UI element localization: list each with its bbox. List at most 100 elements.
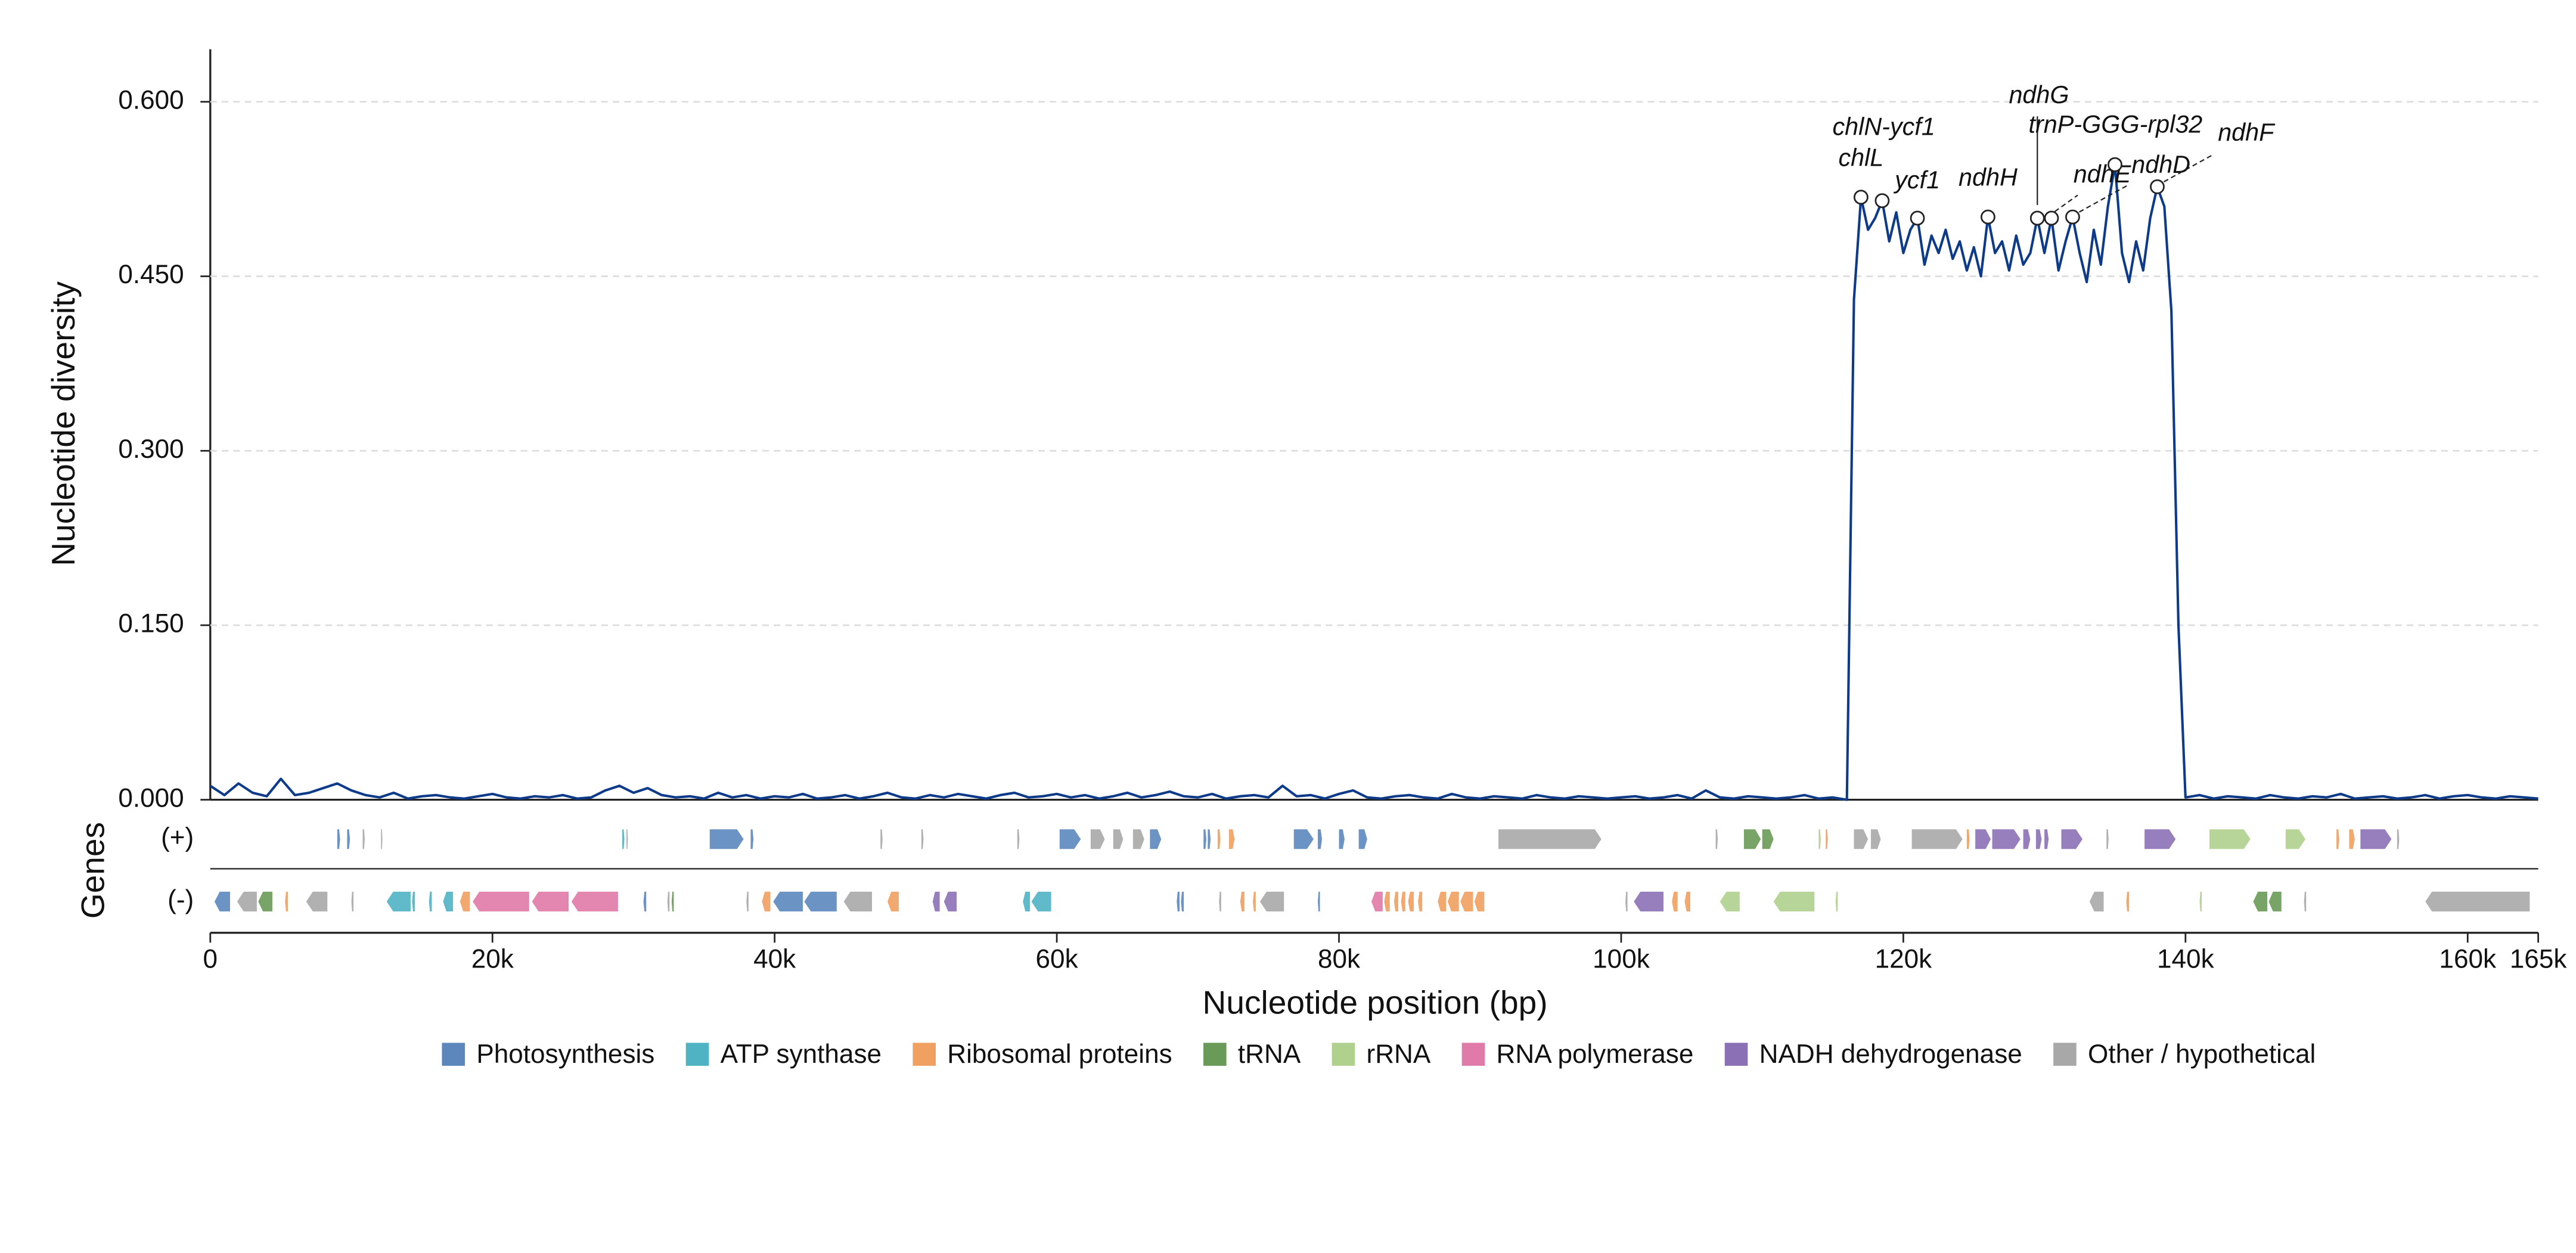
legend-swatch — [442, 1043, 465, 1066]
gene — [1911, 829, 1963, 849]
gene — [1854, 829, 1869, 849]
gene — [1818, 829, 1821, 849]
legend-swatch — [913, 1043, 936, 1066]
gene — [2199, 891, 2202, 911]
gene — [1826, 829, 1828, 849]
gene — [1870, 829, 1881, 849]
gene — [1031, 891, 1051, 911]
gene — [750, 829, 754, 849]
x-axis-label: Nucleotide position (bp) — [1203, 984, 1548, 1021]
x-tick-label: 60k — [1036, 944, 1079, 973]
gene — [1177, 891, 1180, 911]
annotation-label: ndhD — [2131, 151, 2190, 178]
annotation-point — [2108, 157, 2122, 172]
gene — [2035, 829, 2042, 849]
gene — [2397, 829, 2400, 849]
gene — [2209, 829, 2251, 849]
gene — [1217, 829, 1221, 849]
y-tick-label: 0.000 — [118, 783, 184, 812]
gene — [1259, 891, 1284, 911]
x-tick-label: 160k — [2439, 944, 2497, 973]
legend-label: NADH dehydrogenase — [1759, 1040, 2022, 1069]
gene — [412, 891, 415, 911]
gene — [626, 829, 628, 849]
legend-label: RNA polymerase — [1497, 1040, 1694, 1069]
gene — [443, 891, 453, 911]
gene — [773, 891, 803, 911]
gene — [1113, 829, 1123, 849]
gene — [347, 829, 350, 849]
gene — [571, 891, 618, 911]
annotation-point — [1874, 193, 1890, 209]
gene — [1208, 829, 1211, 849]
gene — [1293, 829, 1314, 849]
gene — [932, 891, 940, 911]
gene — [1203, 829, 1207, 849]
gene — [2061, 829, 2083, 849]
annotation-leader — [2054, 194, 2078, 212]
annotation-point — [1853, 190, 1869, 205]
gene — [1318, 891, 1320, 911]
x-tick-label: 20k — [471, 944, 514, 973]
gene — [1625, 891, 1628, 911]
annotation-point — [2029, 210, 2045, 226]
x-tick-label: 0 — [203, 944, 218, 973]
gene — [1418, 891, 1423, 911]
gene — [2285, 829, 2306, 849]
legend-label: ATP synthase — [721, 1040, 882, 1069]
gene — [880, 829, 883, 849]
gene — [1318, 829, 1323, 849]
gene — [1438, 891, 1447, 911]
annotation-label: trnP-GGG-rpl32 — [2029, 111, 2203, 138]
gene — [1150, 829, 1162, 849]
annotation-point — [2065, 209, 2080, 225]
legend-label: Photosynthesis — [476, 1040, 654, 1069]
legend-label: tRNA — [1238, 1040, 1301, 1069]
gene — [1240, 891, 1244, 911]
annotation-point — [2150, 179, 2165, 194]
x-tick-label: 100k — [1593, 944, 1650, 973]
annotation-point — [1981, 209, 1995, 225]
y-tick-label: 0.450 — [118, 260, 184, 289]
gene — [1059, 829, 1081, 849]
gene — [532, 891, 569, 911]
gene — [843, 891, 873, 911]
gene-track-label: Genes — [74, 822, 111, 919]
gene — [1023, 891, 1031, 911]
annotation-label: chlN-ycf1 — [1832, 113, 1935, 140]
y-tick-label: 0.300 — [118, 435, 184, 464]
annotation-label: ndhE — [2074, 160, 2131, 188]
gene — [2349, 829, 2355, 849]
gene — [1401, 891, 1405, 911]
gene — [1835, 891, 1838, 911]
legend-swatch — [1461, 1043, 1485, 1066]
x-tick-label: 140k — [2157, 944, 2215, 973]
gene — [429, 891, 432, 911]
annotation-point — [2044, 210, 2059, 226]
gene — [1992, 829, 2021, 849]
gene — [362, 829, 365, 849]
x-tick-label: 165k — [2510, 944, 2568, 973]
gene — [1743, 829, 1761, 849]
gene — [386, 891, 411, 911]
gene — [1219, 891, 1221, 911]
y-axis-label: Nucleotide diversity — [45, 281, 82, 566]
gene — [1672, 891, 1678, 911]
gene — [1339, 829, 1345, 849]
gene — [306, 891, 328, 911]
legend-swatch — [1332, 1043, 1355, 1066]
gene — [473, 891, 529, 911]
gene — [762, 891, 771, 911]
annotation-label: chlL — [1838, 144, 1883, 171]
gene — [2044, 829, 2049, 849]
annotation-label: ndhH — [1959, 164, 2018, 191]
gene — [2126, 891, 2130, 911]
gene — [460, 891, 470, 911]
y-tick-label: 0.600 — [118, 85, 184, 114]
x-tick-label: 120k — [1875, 944, 1933, 973]
annotation-leader — [2078, 185, 2127, 213]
gene — [1371, 891, 1383, 911]
gene — [1408, 891, 1414, 911]
